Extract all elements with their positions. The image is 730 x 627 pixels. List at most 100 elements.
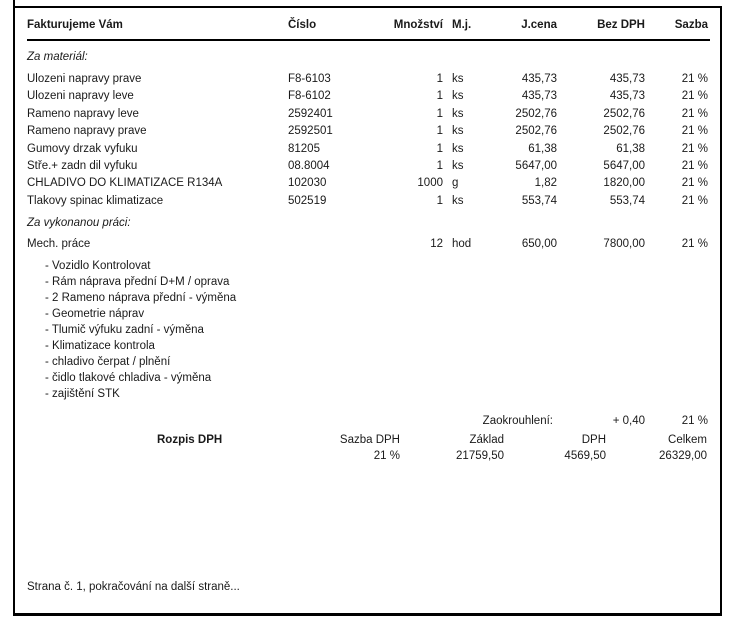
item-quantity: 1000 — [417, 177, 443, 190]
item-unit: ks — [452, 73, 464, 85]
work-detail-item: - čidlo tlakové chladiva - výměna — [45, 372, 212, 384]
vat-summary-value-rate: 21 % — [373, 450, 400, 462]
table-row: Gumovy drzak vyfuku 81205 1 ks 61,38 61,… — [0, 143, 730, 160]
rounding-vat-rate: 21 % — [681, 415, 708, 427]
item-unit-price: 650,00 — [521, 238, 557, 250]
vat-summary-header: Rozpis DPH Sazba DPH Základ DPH Celkem — [0, 434, 730, 450]
item-name: Ulozeni napravy leve — [27, 90, 134, 103]
vat-summary-values: 21 % 21759,50 4569,50 26329,00 — [0, 450, 730, 466]
table-row: Mech. práce 12 hod 650,00 7800,00 21 % — [0, 238, 730, 255]
item-name: Tlakovy spinac klimatizace — [27, 194, 164, 207]
item-unit-price: 61,38 — [528, 142, 557, 155]
item-number: F8-6103 — [288, 73, 331, 85]
header-divider-line — [27, 39, 710, 41]
item-unit-price: 1,82 — [534, 177, 557, 190]
column-header-vat-rate: Sazba — [674, 19, 708, 31]
vat-summary-header-total: Celkem — [668, 434, 707, 446]
item-net-total: 1820,00 — [603, 177, 645, 190]
work-detail-item: - 2 Rameno náprava přední - výměna — [45, 292, 237, 304]
item-net-total: 553,74 — [609, 194, 645, 207]
item-unit-price: 553,74 — [521, 194, 557, 207]
item-net-total: 435,73 — [609, 73, 645, 85]
table-row: Tlakovy spinac klimatizace 502519 1 ks 5… — [0, 195, 730, 212]
item-unit: g — [452, 177, 459, 190]
item-vat-rate: 21 % — [681, 125, 708, 138]
item-quantity: 1 — [436, 73, 443, 85]
item-unit: ks — [452, 159, 464, 172]
material-items-table: Ulozeni napravy prave F8-6103 1 ks 435,7… — [0, 73, 730, 212]
item-unit-price: 2502,76 — [515, 107, 557, 120]
vat-summary-header-rate: Sazba DPH — [339, 434, 400, 446]
work-detail-item: - Klimatizace kontrola — [45, 340, 155, 352]
item-net-total: 61,38 — [616, 142, 645, 155]
vat-summary-header-vat: DPH — [581, 434, 606, 446]
item-unit-price: 5647,00 — [515, 159, 557, 172]
table-row: Ulozeni napravy leve F8-6102 1 ks 435,73… — [0, 90, 730, 107]
item-name: Gumovy drzak vyfuku — [27, 142, 138, 155]
page-frame-left-border-tick — [13, 0, 15, 8]
item-unit: ks — [452, 125, 464, 138]
item-unit: ks — [452, 90, 464, 103]
table-row: Stře.+ zadn dil vyfuku 08.8004 1 ks 5647… — [0, 160, 730, 177]
labor-items-table: Mech. práce 12 hod 650,00 7800,00 21 % — [0, 238, 730, 255]
item-unit: hod — [452, 238, 472, 250]
item-number: 08.8004 — [288, 159, 330, 172]
item-vat-rate: 21 % — [681, 159, 708, 172]
vat-summary-title: Rozpis DPH — [157, 434, 223, 446]
work-detail-item: - chladivo čerpat / plnění — [45, 356, 171, 368]
item-vat-rate: 21 % — [681, 107, 708, 120]
item-unit-price: 2502,76 — [515, 125, 557, 138]
column-header-unit-price: J.cena — [521, 19, 557, 31]
item-unit-price: 435,73 — [521, 73, 557, 85]
item-vat-rate: 21 % — [681, 73, 708, 85]
item-quantity: 1 — [436, 90, 443, 103]
column-header-net-total: Bez DPH — [597, 19, 645, 31]
item-name: Stře.+ zadn dil vyfuku — [27, 159, 138, 172]
item-net-total: 7800,00 — [603, 238, 645, 250]
item-unit: ks — [452, 194, 464, 207]
rounding-label: Zaokrouhlení: — [482, 415, 553, 427]
item-unit: ks — [452, 107, 464, 120]
item-name: Rameno napravy prave — [27, 125, 147, 138]
item-net-total: 5647,00 — [603, 159, 645, 172]
item-name: Mech. práce — [27, 238, 91, 250]
table-header: Fakturujeme Vám Číslo Množství M.j. J.ce… — [0, 19, 730, 35]
item-quantity: 1 — [436, 107, 443, 120]
column-header-name: Fakturujeme Vám — [27, 19, 123, 31]
item-quantity: 1 — [436, 142, 443, 155]
item-quantity: 1 — [436, 125, 443, 138]
rounding-value: + 0,40 — [612, 415, 645, 427]
item-net-total: 435,73 — [609, 90, 645, 103]
item-number: 2592501 — [288, 125, 333, 138]
table-row: CHLADIVO DO KLIMATIZACE R134A 102030 100… — [0, 177, 730, 194]
section-label-labor: Za vykonanou práci: — [27, 217, 131, 229]
column-header-number: Číslo — [288, 19, 317, 31]
item-vat-rate: 21 % — [681, 194, 708, 207]
item-name: Ulozeni napravy prave — [27, 73, 142, 85]
work-detail-item: - Rám náprava přední D+M / oprava — [45, 276, 230, 288]
item-number: 2592401 — [288, 107, 333, 120]
item-quantity: 12 — [430, 238, 443, 250]
table-row: Rameno napravy leve 2592401 1 ks 2502,76… — [0, 108, 730, 125]
item-quantity: 1 — [436, 159, 443, 172]
table-row: Rameno napravy prave 2592501 1 ks 2502,7… — [0, 125, 730, 142]
item-net-total: 2502,76 — [603, 107, 645, 120]
item-number: F8-6102 — [288, 90, 331, 103]
vat-summary-value-base: 21759,50 — [456, 450, 504, 462]
vat-summary-value-vat: 4569,50 — [564, 450, 606, 462]
page-footer-text: Strana č. 1, pokračování na další straně… — [27, 581, 240, 593]
item-quantity: 1 — [436, 194, 443, 207]
item-vat-rate: 21 % — [681, 177, 708, 190]
item-number: 102030 — [288, 177, 327, 190]
vat-summary-header-base: Základ — [469, 434, 504, 446]
item-vat-rate: 21 % — [681, 238, 708, 250]
item-unit: ks — [452, 142, 464, 155]
item-number: 502519 — [288, 194, 327, 207]
item-vat-rate: 21 % — [681, 142, 708, 155]
item-name: Rameno napravy leve — [27, 107, 139, 120]
column-header-unit: M.j. — [452, 19, 472, 31]
page-frame — [13, 6, 722, 616]
item-unit-price: 435,73 — [521, 90, 557, 103]
item-vat-rate: 21 % — [681, 90, 708, 103]
work-detail-item: - zajištění STK — [45, 388, 120, 400]
